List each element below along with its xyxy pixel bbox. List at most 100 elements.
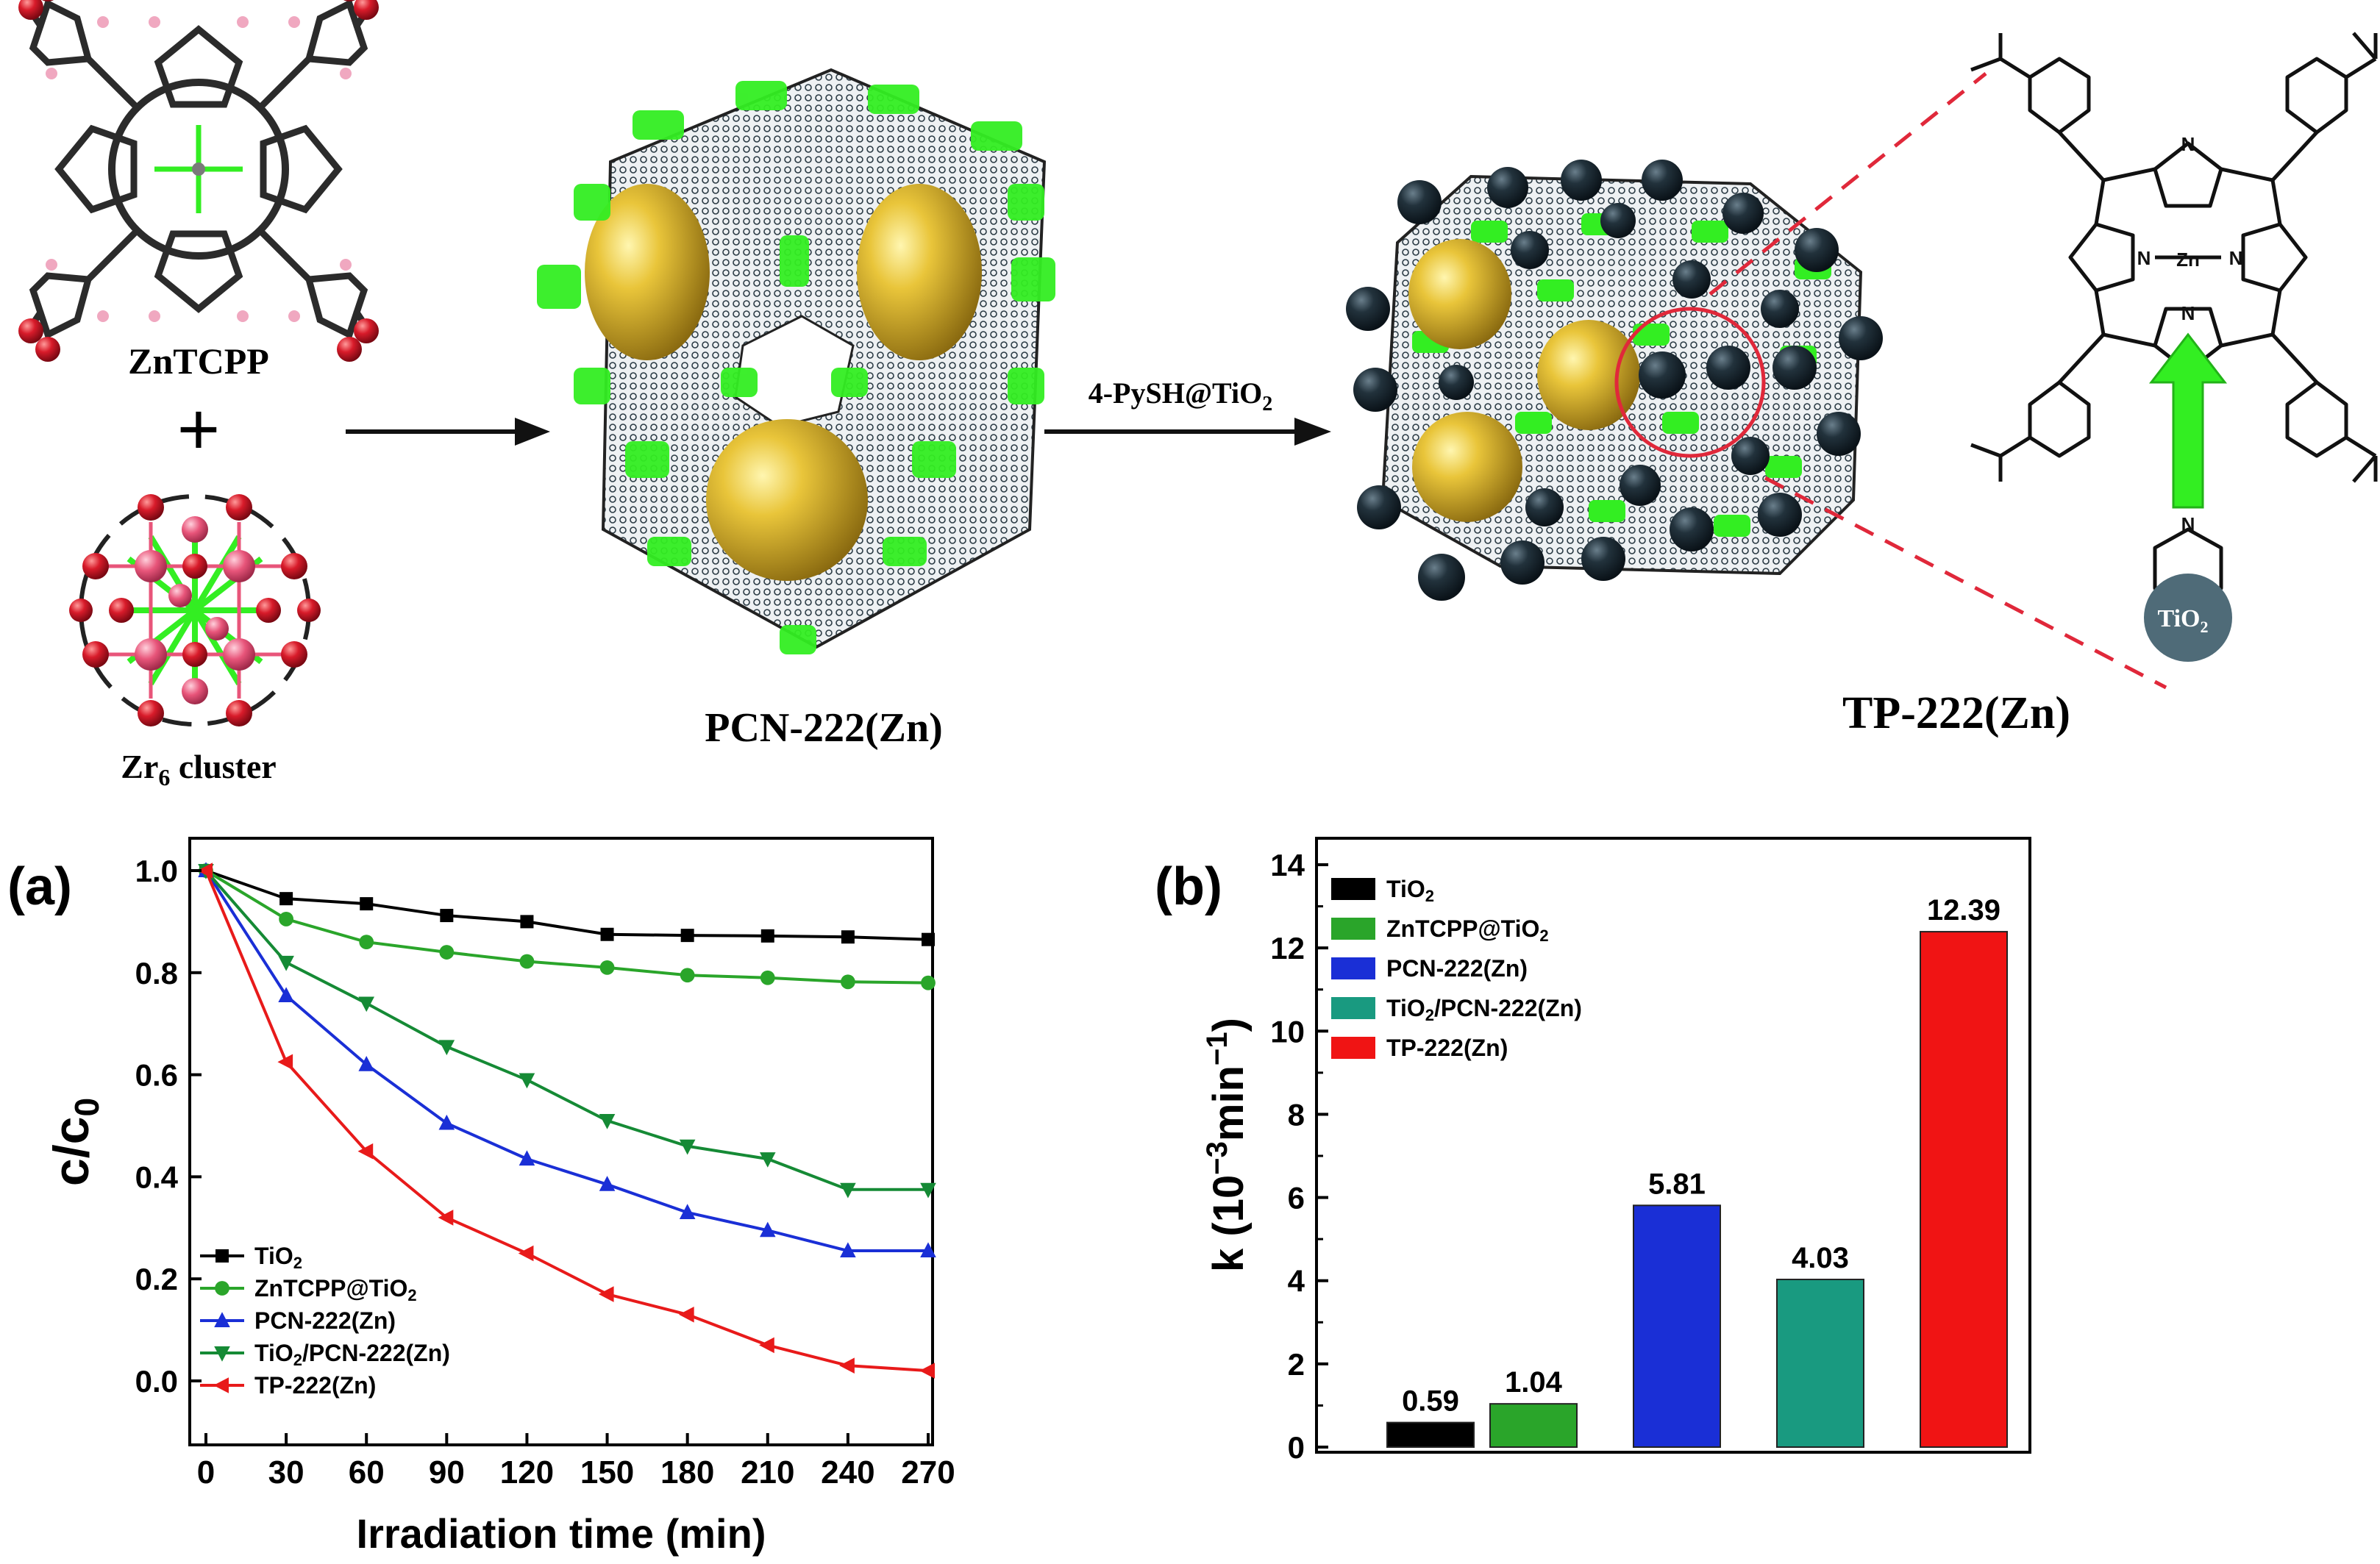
chart-a-series: [199, 863, 936, 990]
chart-a-data-point: [278, 955, 294, 971]
chart-b-legend-label: ZnTCPP@TiO2: [1386, 915, 1549, 945]
chart-b-legend-label-sub: 2: [1425, 887, 1434, 905]
chart-a-legend-marker: [214, 1346, 230, 1362]
chart-a-data-point: [360, 897, 374, 911]
chart-a-data-point: [197, 863, 213, 879]
chart-a-data-point: [839, 1357, 855, 1374]
chart-a-data-point: [840, 974, 855, 990]
pore-2: [857, 184, 982, 360]
chart-a-legend-marker: [214, 1312, 230, 1327]
chart-a-y-tick-label: 0.6: [135, 1058, 178, 1093]
chart-b-legend-label-main: TP-222(Zn): [1386, 1035, 1508, 1061]
chart-a-data-point: [679, 1204, 696, 1219]
chart-b-y-tick-label: 14: [1270, 848, 1305, 882]
chart-b: (b) 0.59 1.04 5.81 4.03 12.39 0 2 4 6 8 10 12 14 Ti…: [1155, 837, 2031, 1465]
chart-a-x-tick-label: 120: [500, 1454, 554, 1490]
chart-a-data-point: [759, 1152, 776, 1168]
chart-b-legend-swatch: [1331, 997, 1375, 1019]
chart-a-data-point: [921, 975, 936, 990]
chart-b-legend-label-sub: 2: [1539, 926, 1548, 945]
chart-b-bar: [1633, 1204, 1721, 1448]
chart-b-bar: [1386, 1421, 1475, 1448]
tio2-circle-label-sub: 2: [2200, 618, 2208, 636]
chart-a-x-axis-label: Irradiation time (min): [357, 1510, 766, 1557]
chart-a-data-point: [519, 1150, 535, 1166]
pore-3: [706, 419, 868, 581]
arrow-2: [1044, 418, 1331, 446]
chart-b-frame: [1315, 837, 2031, 1454]
plus-sign: +: [177, 388, 220, 471]
tp-pore-2: [1412, 412, 1522, 522]
chart-b-bar: [1489, 1403, 1578, 1449]
zntcpp-label: ZnTCPP: [128, 340, 269, 382]
chart-a-data-point: [518, 1245, 534, 1262]
chart-a-legend-label-sub: 2: [293, 1351, 302, 1369]
chart-a-x-tick-label: 90: [429, 1454, 465, 1490]
chart-a-x-tick-label: 0: [197, 1454, 215, 1490]
tp-pore-3: [1537, 320, 1640, 430]
chart-b-y-axis-label-sup2: −1: [1201, 1032, 1233, 1065]
chart-a-series: [197, 863, 935, 1379]
chart-a-data-point: [680, 968, 695, 983]
chart-a-y-axis-label-sub: 0: [68, 1098, 106, 1117]
chart-b-y-tick-label: 4: [1288, 1264, 1305, 1299]
reaction-scheme: ZnTCPP +: [18, 0, 2378, 790]
arrow-2-label: 4-PySH@TiO2: [1089, 376, 1273, 415]
tp-222-composite: [1346, 72, 2167, 690]
chart-a-data-point: [358, 1056, 375, 1071]
chart-a-data-point: [438, 1114, 455, 1130]
pcn-222-framework: [537, 68, 1055, 654]
chart-a-data-point: [599, 1176, 616, 1191]
chart-a-y-tick-label: 1.0: [135, 854, 178, 888]
chart-b-legend-label: TiO2: [1386, 876, 1434, 905]
chart-b-legend: TiO2ZnTCPP@TiO2PCN-222(Zn)TiO2/PCN-222(Z…: [1331, 876, 1582, 1061]
chart-a-data-point: [279, 912, 294, 926]
chart-a-legend-marker: [215, 1281, 229, 1296]
chart-a-data-point: [279, 892, 293, 906]
chart-b-y-tick-label: 6: [1288, 1181, 1305, 1215]
chart-a-x-tick-label: 150: [580, 1454, 634, 1490]
chart-a-series: [198, 864, 936, 1199]
chart-b-bar: [1776, 1279, 1864, 1448]
chart-a-y-tick-label: 0.4: [135, 1160, 179, 1194]
tio2-circle-label-main: TiO: [2158, 605, 2201, 632]
chart-b-y-tick-label: 0: [1288, 1430, 1305, 1465]
arrow-1: [346, 418, 550, 446]
chart-a-data-point: [922, 932, 935, 946]
zntcpp-molecule: [18, 0, 379, 362]
chart-b-y-tick-label: 2: [1288, 1347, 1305, 1382]
chart-a-x-tick-label: 210: [741, 1454, 794, 1490]
chart-a-data-point: [278, 987, 294, 1003]
chart-a-data-point: [357, 1143, 374, 1160]
chart-a-data-point: [599, 960, 615, 975]
highlight-circle: [1614, 307, 1766, 458]
chart-a-y-tick-label: 0.0: [135, 1364, 178, 1399]
zr6-label-suffix: cluster: [170, 748, 276, 785]
chart-a-legend-label-main: TP-222(Zn): [254, 1372, 376, 1399]
chart-a-data-point: [920, 1182, 936, 1199]
atom-n-right: N: [2229, 247, 2243, 269]
zr6-label-main: Zr: [121, 748, 158, 785]
chart-b-y-axis-label-end: ): [1205, 1018, 1253, 1032]
chart-a-data-point: [840, 1242, 856, 1258]
chart-a-legend-label-rest: /PCN-222(Zn): [302, 1340, 450, 1366]
chart-a-data-point: [438, 1210, 454, 1226]
chart-b-y-axis-label-sup1: −3: [1201, 1141, 1233, 1175]
chart-a-data-point: [277, 1054, 293, 1071]
atom-n-bottom: N: [2181, 302, 2195, 324]
chart-b-legend-label-sub: 2: [1425, 1006, 1434, 1024]
chart-a-panel-label: (a): [7, 857, 72, 916]
chart-a-x-tick-label: 30: [268, 1454, 304, 1490]
chart-a-legend-label: ZnTCPP@TiO2: [254, 1275, 417, 1304]
chart-a-data-point: [680, 929, 694, 943]
chart-b-legend-label-rest: /PCN-222(Zn): [1434, 995, 1582, 1021]
pcn-222-label: PCN-222(Zn): [705, 705, 943, 751]
chart-b-legend-label: TP-222(Zn): [1386, 1035, 1508, 1061]
chart-b-y-tick-label: 8: [1288, 1097, 1305, 1132]
chart-a-data-point: [600, 927, 614, 941]
chart-a-data-point: [440, 909, 454, 923]
chart-b-y-tick-label: 12: [1270, 931, 1305, 965]
chart-b-legend-swatch: [1331, 957, 1375, 979]
tp-pore-1: [1408, 239, 1511, 349]
chart-b-legend-swatch: [1331, 918, 1375, 940]
